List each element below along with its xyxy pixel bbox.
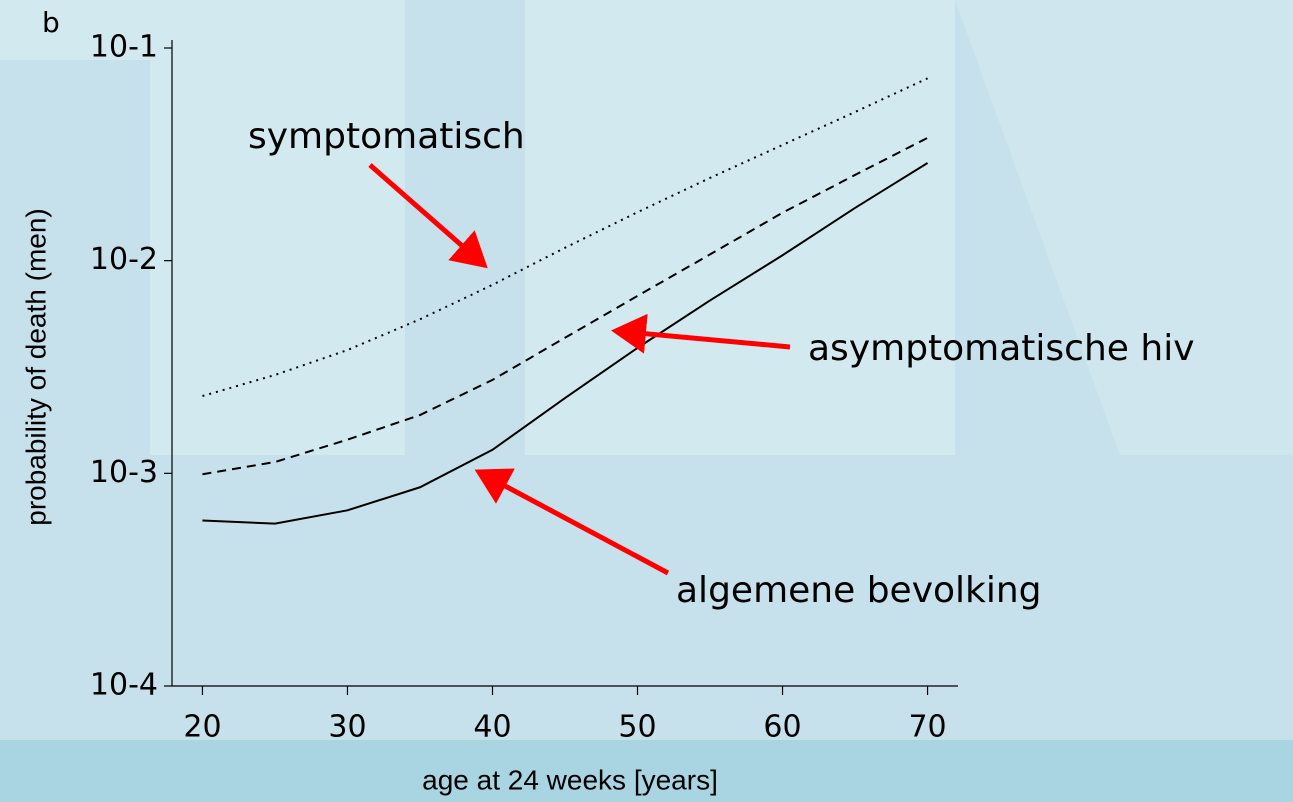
x-tick-label: 70	[908, 710, 946, 745]
x-tick-label: 60	[763, 710, 801, 745]
background-panel	[0, 0, 150, 60]
background-panel	[150, 0, 405, 455]
x-tick-label: 30	[328, 710, 366, 745]
annotation: symptomatisch	[248, 116, 525, 157]
line-series	[202, 162, 929, 525]
annotation: asymptomatische hiv	[808, 328, 1195, 369]
background-panel	[525, 0, 955, 455]
x-tick-label: 40	[473, 710, 511, 745]
annotation-arrow	[368, 163, 488, 269]
background-band	[0, 740, 1293, 802]
panel-label: b	[42, 6, 60, 39]
y-tick-label: 10-3	[90, 455, 158, 490]
y-tick-label: 10-1	[90, 30, 158, 65]
annotation: algemene bevolking	[676, 570, 1042, 611]
x-tick-label: 50	[618, 710, 656, 745]
x-axis-label: age at 24 weeks [years]	[422, 764, 718, 795]
annotation-arrow	[611, 313, 791, 354]
line-series	[202, 77, 928, 397]
y-tick-label: 10-2	[90, 242, 158, 277]
y-tick-label: 10-4	[90, 668, 158, 703]
background-panel	[955, 0, 1293, 455]
y-axis-label: probability of death (men)	[20, 208, 51, 526]
annotation-arrow	[474, 468, 670, 576]
line-series	[202, 136, 929, 476]
x-tick-label: 20	[183, 710, 221, 745]
